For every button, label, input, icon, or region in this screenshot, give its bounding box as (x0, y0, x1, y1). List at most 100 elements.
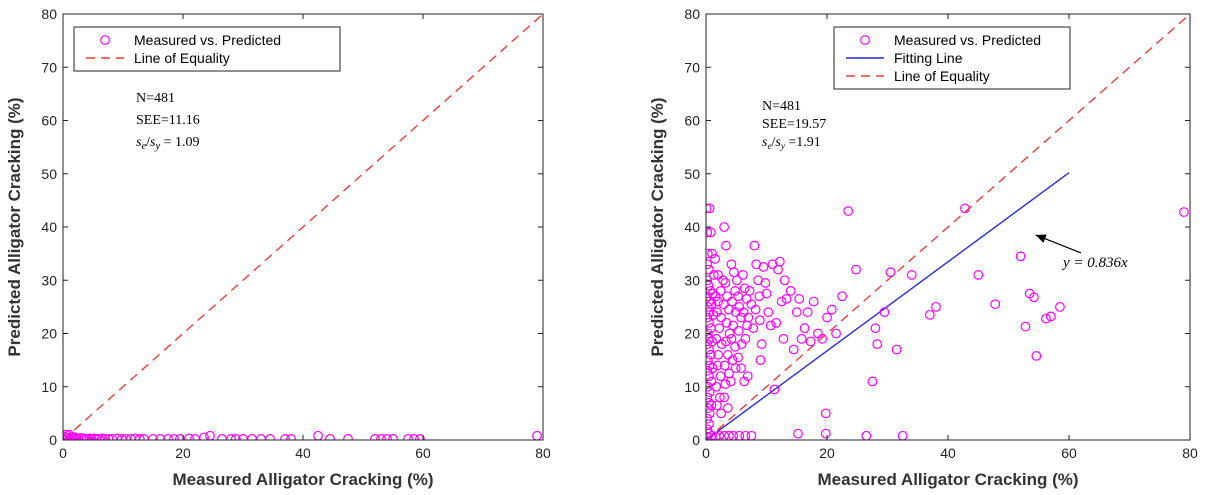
data-point (771, 317, 782, 328)
data-point (719, 360, 730, 371)
data-point (738, 307, 749, 318)
data-point (706, 227, 713, 238)
data-point (851, 264, 861, 275)
data-point (820, 408, 831, 419)
data-point (716, 408, 727, 419)
data-point (796, 333, 807, 344)
data-point (134, 434, 145, 440)
data-point (778, 333, 789, 344)
data-point (712, 360, 723, 371)
fit-equation-label: y = 0.836x (1061, 255, 1128, 271)
data-point (706, 317, 714, 328)
data-point (84, 433, 95, 440)
legend: Measured vs. Predicted Fitting Line Line o… (833, 26, 1071, 90)
data-point (706, 264, 714, 275)
data-point (247, 434, 257, 440)
data-point (990, 299, 1001, 310)
data-point (748, 323, 759, 334)
data-point (265, 434, 275, 440)
data-point (711, 381, 722, 392)
y-tick-label: 10 (684, 379, 700, 395)
data-point (765, 320, 776, 331)
data-point (738, 270, 748, 280)
x-tick-label: 80 (1182, 445, 1198, 461)
data-point (731, 275, 742, 286)
data-point (805, 336, 816, 347)
data-point (706, 387, 715, 397)
data-point (706, 203, 712, 214)
y-tick-label: 0 (692, 432, 700, 448)
data-point (230, 434, 241, 440)
data-point (1029, 292, 1039, 303)
data-point (713, 270, 723, 280)
data-point (155, 434, 166, 440)
data-point (715, 286, 726, 296)
data-point (97, 433, 107, 440)
legend-label: Measured vs. Predicted (134, 32, 281, 48)
data-point (217, 434, 227, 440)
data-point (721, 317, 732, 328)
data-point (728, 430, 739, 440)
data-point (756, 339, 767, 350)
data-point (706, 333, 715, 344)
data-point (382, 434, 392, 440)
y-tick-label: 40 (41, 219, 57, 235)
data-point (897, 430, 908, 440)
data-point (376, 434, 386, 440)
x-tick-label: 0 (59, 445, 67, 461)
data-point (734, 430, 745, 440)
stat-line-2: SEE=11.16 (136, 113, 200, 128)
data-point (710, 254, 720, 264)
data-point (706, 259, 713, 270)
data-point (163, 434, 173, 440)
data-point (205, 430, 215, 440)
data-point (739, 283, 750, 294)
x-tick-label: 0 (702, 445, 710, 461)
data-point (727, 296, 737, 307)
plot-area (706, 14, 1190, 440)
data-point (1055, 301, 1065, 312)
y-tick-label: 40 (684, 219, 700, 235)
data-point (879, 307, 890, 318)
legend: Measured vs. Predicted Line of Equality (73, 26, 341, 72)
chart-panel-1: 0 20 40 60 80 0 10 20 30 40 50 60 70 80 Measured Allig… (5, 6, 551, 489)
data-point (744, 286, 755, 296)
line-of-equality (63, 14, 543, 440)
legend-label: Line of Equality (894, 68, 990, 84)
data-point (761, 288, 772, 299)
data-point (415, 434, 425, 440)
data-point (755, 355, 766, 366)
data-point (808, 296, 819, 307)
data-point (706, 360, 715, 371)
data-point (763, 307, 774, 318)
data-point (226, 434, 236, 440)
data-point (724, 328, 735, 339)
data-point (870, 323, 881, 334)
data-point (722, 349, 733, 360)
data-point (706, 349, 716, 360)
data-point (169, 434, 179, 440)
y-tick-label: 60 (684, 113, 700, 129)
data-point (706, 280, 714, 291)
x-tick-label: 40 (295, 445, 311, 461)
data-point (721, 240, 731, 251)
data-point (532, 430, 542, 440)
data-point (721, 336, 731, 347)
data-point (724, 430, 734, 440)
y-tick-label: 20 (41, 326, 57, 342)
data-point (742, 371, 753, 382)
y-tick-label: 10 (41, 379, 57, 395)
data-point (1045, 311, 1056, 322)
data-point (726, 259, 737, 270)
data-point (872, 339, 883, 350)
data-point (1179, 207, 1189, 217)
data-point (831, 328, 841, 339)
data-point (837, 291, 848, 302)
y-axis-label: Predicted Alligator Cracking (%) (648, 97, 667, 356)
line-of-equality (706, 14, 1190, 440)
data-point (706, 355, 713, 366)
data-point (754, 315, 765, 326)
data-point (370, 434, 380, 440)
stat-line-3: se/sy =1.91 (762, 135, 821, 151)
